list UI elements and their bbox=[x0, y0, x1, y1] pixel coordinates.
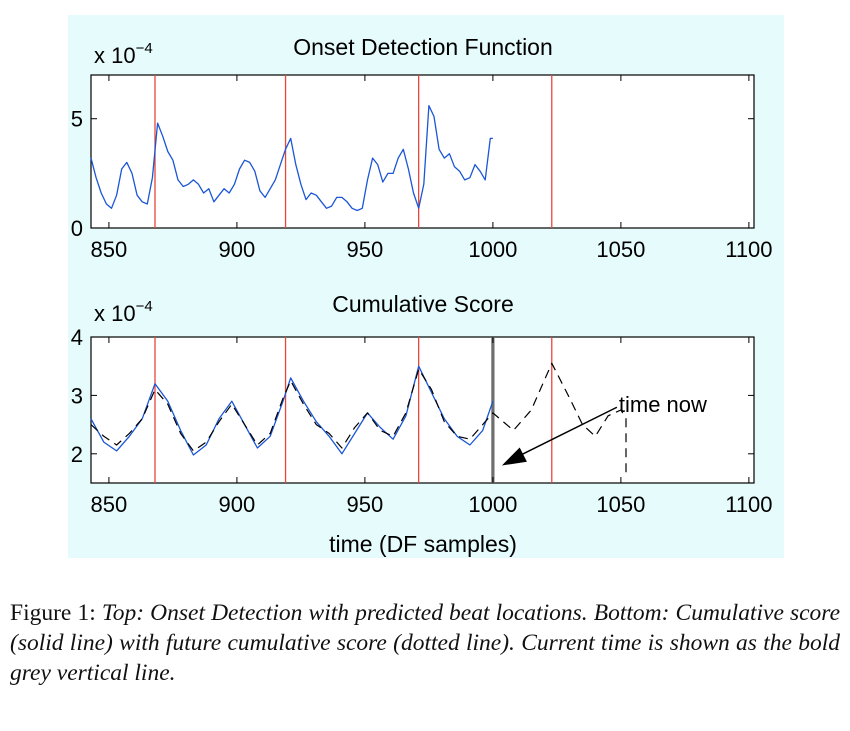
y-tick-label: 2 bbox=[71, 442, 83, 467]
figure-canvas: Onset Detection Function x 10−4 850 900 95… bbox=[68, 15, 784, 558]
x-tick-label: 950 bbox=[347, 492, 384, 517]
y-tick-label: 4 bbox=[71, 325, 83, 350]
y-tick-label: 3 bbox=[71, 383, 83, 408]
cumulative-score-panel: Cumulative Score x 10−4 850 900 950 1000 105… bbox=[71, 291, 773, 557]
caption-label: Figure 1: bbox=[10, 600, 102, 626]
y-tick-label: 5 bbox=[71, 107, 83, 132]
caption-text: Top: Onset Detection with predicted beat… bbox=[10, 600, 840, 686]
x-tick-label: 850 bbox=[91, 492, 128, 517]
annotation-arrowhead bbox=[501, 447, 527, 466]
plot-area bbox=[90, 74, 755, 229]
x-tick-label: 1000 bbox=[468, 492, 517, 517]
figure-caption: Figure 1: Top: Onset Detection with pred… bbox=[10, 598, 840, 688]
panel-title: Onset Detection Function bbox=[293, 34, 553, 60]
x-tick-label: 850 bbox=[91, 237, 128, 262]
panel-title: Cumulative Score bbox=[332, 291, 514, 317]
x-tick-label: 1100 bbox=[725, 237, 772, 262]
annotation-arrow bbox=[511, 406, 618, 461]
y-tick-label: 0 bbox=[71, 216, 83, 241]
x-axis-label: time (DF samples) bbox=[329, 531, 517, 557]
x-tick-label: 1100 bbox=[725, 492, 772, 517]
scale-label: x 10−4 bbox=[94, 40, 153, 68]
annotation-label: time now bbox=[619, 392, 707, 417]
scale-label: x 10−4 bbox=[94, 298, 153, 326]
future-score-line bbox=[90, 362, 627, 478]
x-tick-label: 1050 bbox=[596, 237, 645, 262]
score-line bbox=[90, 365, 494, 456]
score-line bbox=[90, 104, 493, 212]
x-tick-label: 1050 bbox=[596, 492, 645, 517]
plot-area bbox=[90, 336, 755, 484]
x-tick-label: 950 bbox=[347, 237, 384, 262]
onset-detection-panel: Onset Detection Function x 10−4 850 900 95… bbox=[71, 34, 773, 262]
x-tick-label: 1000 bbox=[468, 237, 517, 262]
x-tick-label: 900 bbox=[219, 237, 256, 262]
x-tick-label: 900 bbox=[219, 492, 256, 517]
